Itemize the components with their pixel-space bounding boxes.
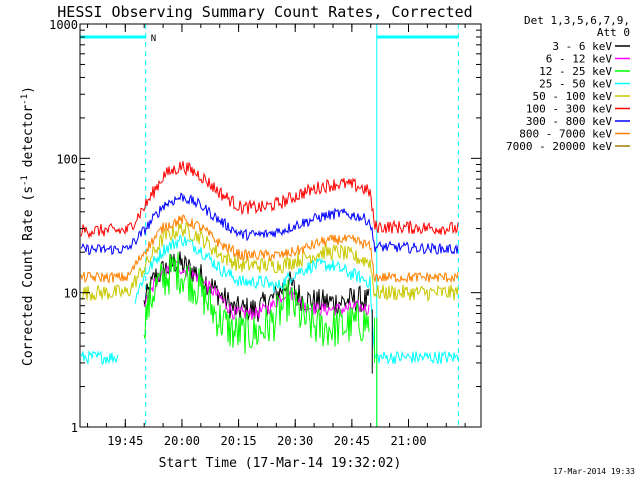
x-tick-label-0: 19:45	[107, 434, 143, 448]
y-label-mid: detector	[21, 105, 36, 176]
x-tick-label-5: 21:00	[390, 434, 426, 448]
series-line-5	[80, 161, 459, 239]
x-tick-label-1: 20:00	[164, 434, 200, 448]
plot-area: N	[79, 24, 459, 427]
x-tick-label-2: 20:15	[221, 434, 257, 448]
chart-title: HESSI Observing Summary Count Rates, Cor…	[57, 3, 472, 21]
plot-frame	[79, 23, 482, 428]
legend-header-line-2: Att 0	[597, 26, 630, 39]
legend-label-4: 50 - 100 keV	[533, 90, 613, 103]
series-line-3	[80, 234, 459, 366]
y-tick-label-0: 1	[71, 421, 78, 435]
series-line-1	[143, 260, 370, 320]
legend-label-6: 300 - 800 keV	[526, 115, 612, 128]
series-line-7	[80, 214, 459, 284]
legend-label-8: 7000 - 20000 keV	[506, 140, 612, 153]
legend-header-line-1: Det 1,3,5,6,7,9,	[524, 14, 630, 27]
y-tick-label-1: 10	[64, 287, 78, 301]
y-label-end: )	[21, 86, 36, 94]
y-label-sup1: -1	[20, 175, 30, 186]
x-tick-label-3: 20:30	[277, 434, 313, 448]
legend-label-0: 3 - 6 keV	[552, 40, 612, 53]
y-label-main: Corrected Count Rate (s	[21, 186, 36, 366]
footer-date: 17-Mar-2014 19:33	[553, 467, 635, 476]
legend-label-7: 800 - 7000 keV	[519, 128, 612, 141]
series-line-4	[80, 222, 459, 303]
annotation-n: N	[151, 34, 156, 44]
y-axis-label: Corrected Count Rate (s-1 detector-1)	[20, 86, 36, 366]
x-axis-label: Start Time (17-Mar-14 19:32:02)	[159, 456, 402, 471]
legend-label-5: 100 - 300 keV	[526, 103, 612, 116]
y-label-sup2: -1	[20, 94, 30, 105]
series-line-2	[143, 252, 370, 354]
x-tick-label-4: 20:45	[334, 434, 370, 448]
series-line-6	[80, 192, 459, 256]
y-tick-label-3: 1000	[49, 18, 78, 32]
legend-label-2: 12 - 25 keV	[539, 65, 612, 78]
axis-ticks: 19:45 20:00 20:15 20:30 20:45 21:00 1 10 100 1000	[49, 18, 481, 448]
legend-label-1: 6 - 12 keV	[546, 53, 613, 66]
legend-label-3: 25 - 50 keV	[539, 78, 612, 91]
y-tick-label-2: 100	[56, 152, 78, 166]
